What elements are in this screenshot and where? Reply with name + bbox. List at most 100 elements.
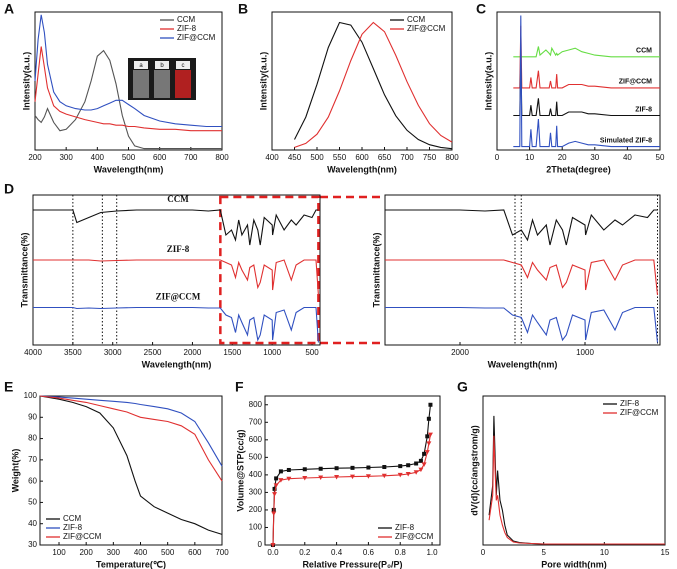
- x-tick-label: 300: [59, 153, 73, 162]
- series-line: [488, 415, 665, 545]
- y-tick-label: 70: [28, 455, 37, 464]
- x-tick-label: 0.8: [395, 548, 407, 557]
- series-line: [34, 49, 222, 150]
- marker: [418, 467, 424, 473]
- marker: [418, 458, 423, 463]
- marker: [406, 463, 411, 468]
- x-tick-label: 1500: [223, 348, 241, 357]
- x-tick-label: 500: [310, 153, 324, 162]
- x-tick-label: 200: [79, 548, 93, 557]
- legend-label: ZIF@CCM: [395, 532, 434, 541]
- legend-label: ZIF-8: [177, 24, 197, 33]
- inset-vial: [133, 70, 149, 98]
- x-tick-label: 600: [188, 548, 202, 557]
- y-tick-label: 300: [249, 488, 263, 497]
- y-tick-label: 500: [249, 452, 263, 461]
- marker: [302, 467, 307, 472]
- x-tick-label: 2500: [144, 348, 162, 357]
- marker: [426, 441, 432, 446]
- marker: [425, 434, 430, 439]
- marker: [334, 474, 340, 480]
- x-tick-label: 1000: [263, 348, 281, 357]
- highlight-box: [219, 195, 320, 345]
- legend-label: ZIF-8: [620, 399, 640, 408]
- inset-label: a: [139, 63, 143, 69]
- marker: [278, 469, 283, 474]
- marker: [350, 465, 355, 470]
- y-axis-title: dV(d)(cc/angstrom/g): [469, 425, 479, 516]
- marker: [350, 474, 355, 480]
- y-tick-label: 90: [28, 412, 37, 421]
- legend-label: CCM: [407, 15, 426, 24]
- y-tick-label: 60: [28, 476, 37, 485]
- marker: [428, 402, 433, 407]
- series-line: [294, 21, 453, 148]
- marker: [397, 472, 403, 478]
- marker: [271, 511, 277, 516]
- y-axis-title: Weight(%): [10, 449, 20, 493]
- x-tick-label: 30: [590, 153, 599, 162]
- series-label: ZIF-8: [635, 106, 652, 113]
- x-tick-label: 500: [161, 548, 175, 557]
- y-tick-label: 600: [249, 435, 263, 444]
- y-tick-label: 400: [249, 470, 263, 479]
- x-tick-label: 600: [355, 153, 369, 162]
- marker: [381, 473, 387, 479]
- marker: [272, 486, 277, 491]
- marker: [365, 474, 371, 479]
- x-tick-label: 700: [184, 153, 198, 162]
- series-line: [385, 306, 659, 343]
- legend-label: ZIF@CCM: [177, 33, 216, 42]
- x-tick-label: 400: [91, 153, 105, 162]
- marker: [405, 472, 411, 477]
- series-line: [39, 395, 223, 467]
- x-tick-label: 100: [52, 548, 66, 557]
- y-tick-label: 50: [28, 498, 37, 507]
- marker: [382, 464, 387, 469]
- x-tick-label: 800: [445, 153, 459, 162]
- x-tick-label: 400: [134, 548, 148, 557]
- legend-label: ZIF@CCM: [63, 532, 102, 541]
- x-tick-label: 2000: [451, 348, 469, 357]
- series-line: [385, 259, 659, 296]
- x-tick-label: 550: [333, 153, 347, 162]
- marker: [413, 470, 419, 475]
- y-axis-title: Transmittance(%): [19, 232, 29, 307]
- x-tick-label: 600: [153, 153, 167, 162]
- series-line: [34, 46, 222, 132]
- series-line: [513, 53, 660, 117]
- inset-tag: [134, 61, 148, 69]
- y-axis-title: Intensity(a.u.): [21, 52, 31, 111]
- marker: [426, 416, 431, 421]
- x-tick-label: 10: [600, 548, 609, 557]
- marker: [286, 476, 292, 482]
- inset-tag: [176, 61, 190, 69]
- x-tick-label: 3000: [104, 348, 122, 357]
- x-tick-label: 0: [495, 153, 500, 162]
- marker: [424, 450, 430, 455]
- panel-label: B: [238, 1, 248, 17]
- x-axis-title: Temperature(℃): [96, 559, 166, 569]
- plot-frame: [496, 11, 661, 151]
- x-axis-title: 2Theta(degree): [546, 164, 611, 174]
- x-axis-title: Relative Pressure(P₀/P): [302, 559, 402, 569]
- x-tick-label: 3500: [64, 348, 82, 357]
- series-line: [33, 259, 319, 296]
- x-tick-label: 1000: [576, 348, 594, 357]
- x-axis-title: Pore width(nm): [541, 559, 607, 569]
- panel-label: G: [457, 379, 468, 395]
- marker: [302, 476, 308, 481]
- legend-label: ZIF@CCM: [620, 408, 659, 417]
- x-tick-label: 0.0: [267, 548, 279, 557]
- x-tick-label: 4000: [24, 348, 42, 357]
- series-label: Simulated ZIF-8: [600, 137, 652, 144]
- x-tick-label: 700: [215, 548, 229, 557]
- marker: [414, 461, 419, 466]
- y-axis-title: Volume@STP(cc/g): [235, 429, 245, 511]
- marker: [273, 483, 279, 488]
- x-axis-title: Wavelength(nm): [94, 164, 164, 174]
- marker: [366, 465, 371, 470]
- series-line: [385, 209, 658, 246]
- x-tick-label: 40: [623, 153, 632, 162]
- series-line: [33, 306, 319, 343]
